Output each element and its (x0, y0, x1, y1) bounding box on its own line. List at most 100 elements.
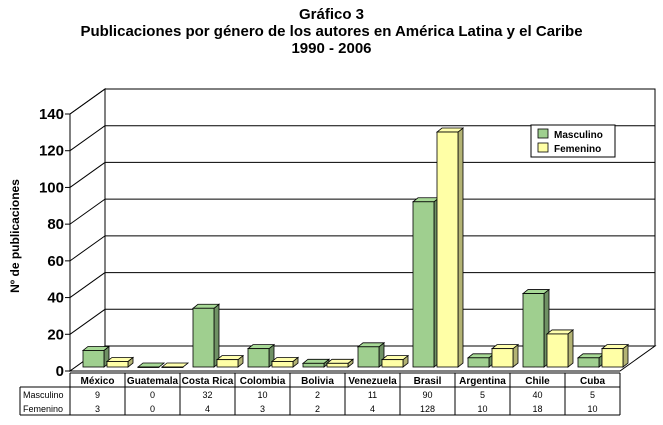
bar-femenino-chile (545, 329, 575, 368)
bar-femenino-costa-rica (215, 354, 245, 368)
bar-front (601, 348, 624, 368)
left-wall (69, 88, 106, 372)
x-tick-label: Guatemala (127, 376, 179, 387)
bar-front (577, 357, 600, 368)
bar-masculino-costa-rica (191, 303, 221, 368)
table-cell: 2 (315, 390, 320, 400)
y-tick-label: 0 (56, 363, 64, 380)
bar-femenino-argentina (490, 343, 520, 368)
bar-masculino-méxico (81, 345, 111, 368)
bar-top (301, 358, 331, 364)
table-cell: 90 (422, 390, 432, 400)
bar-masculino-argentina (466, 352, 496, 368)
bar-femenino-cuba (600, 343, 630, 368)
bar-top (160, 362, 190, 368)
bar-top (215, 355, 245, 361)
bar-side (213, 303, 220, 368)
gridline-side (69, 88, 106, 115)
legend-label-masculino: Masculino (554, 130, 603, 141)
bar-masculino-guatemala (136, 362, 166, 368)
bar-front (302, 362, 325, 368)
y-tick-label: 20 (47, 326, 64, 343)
table-cell: 5 (590, 390, 595, 400)
legend-label-femenino: Femenino (554, 144, 601, 155)
gridline-side (69, 125, 106, 152)
bar-front (436, 131, 459, 368)
table-cell: 2 (315, 404, 320, 414)
bar-front (326, 362, 349, 368)
bar-front (467, 357, 490, 368)
gridline-side (69, 198, 106, 225)
bar-front (546, 333, 569, 368)
bar-top (81, 346, 111, 351)
bar-top (246, 344, 276, 350)
y-tick-label: 40 (47, 290, 64, 307)
x-tick-label: Costa Rica (182, 376, 234, 387)
gridline-side (69, 308, 106, 335)
table-cell: 0 (150, 390, 155, 400)
chart-subtitle: Publicaciones por género de los autores … (80, 23, 583, 40)
bar-top (356, 342, 386, 348)
bar-front (271, 361, 294, 368)
table-cell: 3 (95, 404, 100, 414)
bar-femenino-guatemala (160, 362, 190, 368)
table-cell: 4 (370, 404, 375, 414)
bar-top (105, 357, 135, 362)
bar-front (82, 350, 105, 368)
bar-top (325, 358, 355, 364)
bar-front (106, 361, 129, 368)
table-row-label: Masculino (23, 390, 64, 400)
bar-front (491, 348, 514, 368)
table-cell: 10 (477, 404, 487, 414)
x-tick-label: Argentina (459, 376, 506, 387)
gridline-side (69, 162, 106, 188)
bar-masculino-cuba (576, 352, 606, 368)
legend-swatch-femenino (537, 142, 549, 153)
bar-front (161, 366, 184, 368)
table-cell: 0 (150, 404, 155, 414)
bar-front (357, 346, 380, 368)
y-tick-label: 60 (47, 253, 64, 270)
y-tick-label: 80 (47, 216, 64, 233)
bar-side (567, 329, 574, 368)
x-tick-label: Cuba (580, 376, 605, 387)
y-tick-label: 140 (39, 106, 64, 123)
chart-period: 1990 - 2006 (291, 40, 372, 57)
bar-top (191, 303, 221, 309)
table-cell: 10 (257, 390, 267, 400)
bar-top (466, 353, 496, 359)
gridline-side (69, 272, 106, 298)
y-tick-label: 100 (39, 179, 64, 196)
x-tick-label: Brasil (414, 376, 442, 387)
x-tick-label: Venezuela (348, 376, 397, 387)
table-cell: 5 (480, 390, 485, 400)
y-axis-label: Nº de publicaciones (8, 179, 22, 293)
x-tick-label: México (81, 376, 115, 387)
chart-title: Gráfico 3 (298, 6, 365, 23)
bars (81, 127, 630, 368)
bar-top (576, 353, 606, 359)
table-cell: 32 (202, 390, 212, 400)
bar-top (490, 344, 520, 350)
bar-top (600, 344, 630, 350)
table-cell: 4 (205, 404, 210, 414)
bar-femenino-venezuela (380, 354, 410, 368)
bar-top (521, 289, 551, 294)
bar-top (270, 357, 300, 362)
bar-front (522, 293, 545, 368)
bar-front (412, 201, 435, 368)
y-tick-label: 120 (39, 143, 64, 160)
table-cell: 18 (532, 404, 542, 414)
table-cell: 3 (260, 404, 265, 414)
bar-femenino-brasil (435, 127, 465, 368)
legend: Masculino Femenino (530, 124, 616, 158)
table-cell: 9 (95, 390, 100, 400)
bar-front (137, 366, 160, 368)
bar-femenino-colombia (270, 356, 300, 368)
bar-front (247, 348, 270, 368)
bar-masculino-venezuela (356, 341, 386, 368)
bar-side (457, 127, 464, 368)
legend-swatch-masculino (537, 128, 549, 139)
bar-masculino-chile (521, 288, 551, 368)
